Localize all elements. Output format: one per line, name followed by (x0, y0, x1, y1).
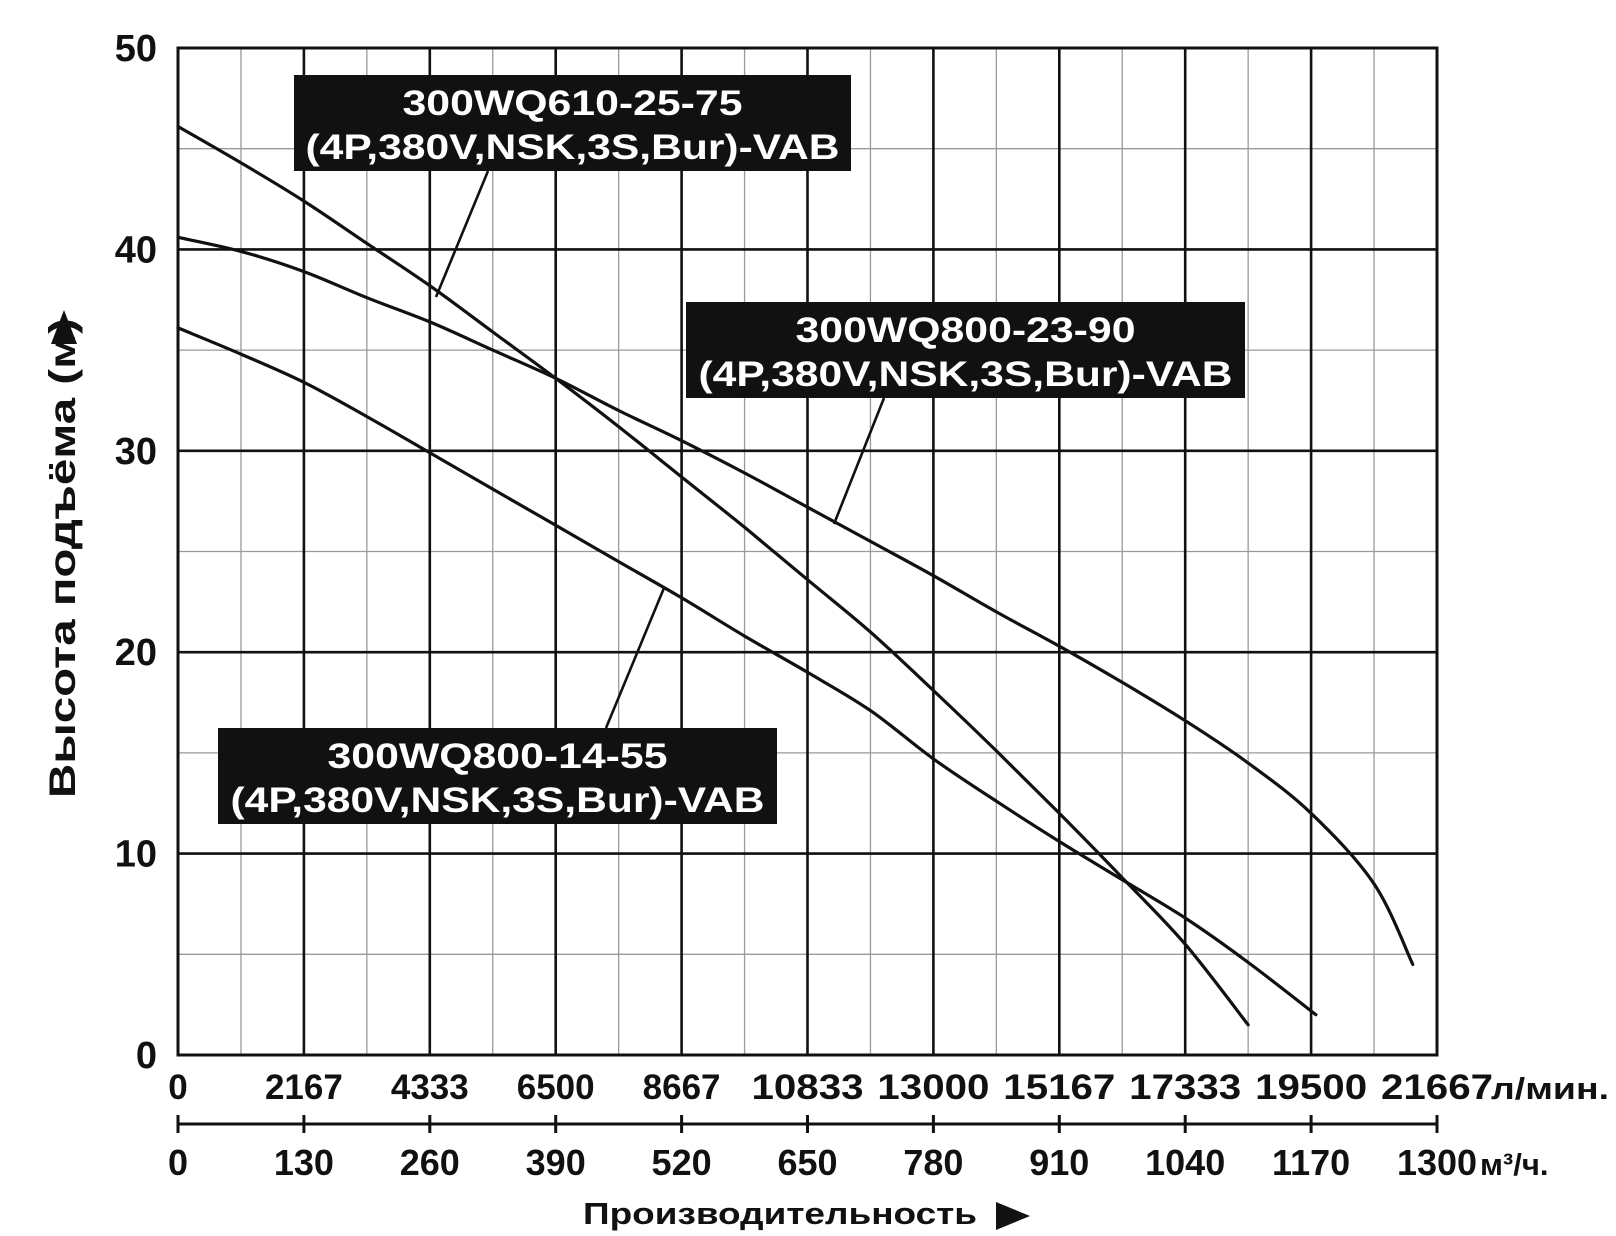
x-tick-label-m3h: 1170 (1272, 1142, 1350, 1183)
series-label-1: 300WQ610-25-75 (4P,380V,NSK,3S,Bur)-VAB (294, 75, 851, 171)
series-label-line2: (4P,380V,NSK,3S,Bur)-VAB (306, 128, 840, 167)
series-label-line2: (4P,380V,NSK,3S,Bur)-VAB (699, 355, 1233, 394)
series-label-box (686, 302, 1245, 398)
label-pointer-line (832, 397, 886, 525)
x-tick-label-m3h: 650 (777, 1142, 837, 1183)
x-tick-label-lmin: 10833 (752, 1068, 864, 1107)
major-grid (178, 48, 1437, 1055)
x-tick-label-lmin: 6500 (517, 1068, 595, 1107)
series-label-3: 300WQ800-14-55 (4P,380V,NSK,3S,Bur)-VAB (218, 728, 777, 824)
x-tick-label-m3h: 1040 (1145, 1142, 1225, 1183)
y-tick-label: 10 (115, 834, 157, 876)
y-tick-label: 50 (115, 28, 157, 70)
y-tick-label: 40 (115, 229, 157, 271)
series-label-line1: 300WQ610-25-75 (403, 84, 743, 123)
x-tick-label-m3h: 1300 (1397, 1142, 1477, 1183)
series-label-2: 300WQ800-23-90 (4P,380V,NSK,3S,Bur)-VAB (686, 302, 1245, 398)
series-line-3 (176, 326, 1318, 1017)
x-tick-label-lmin: 21667 (1381, 1068, 1493, 1107)
series-label-line1: 300WQ800-23-90 (796, 311, 1136, 350)
series-line-2 (176, 235, 1415, 966)
y-axis-ticks: 0 10 20 30 40 50 (115, 28, 157, 1077)
x-tick-label-m3h: 260 (400, 1142, 460, 1183)
x-tick-label-lmin: 8667 (643, 1068, 721, 1107)
secondary-x-axis (176, 1115, 1439, 1133)
x-tick-label-m3h: 910 (1029, 1142, 1089, 1183)
series-lines (176, 124, 1415, 1027)
x-tick-label-lmin: 13000 (877, 1068, 989, 1107)
x-tick-label-lmin: 17333 (1129, 1068, 1241, 1107)
x-tick-label-lmin: 4333 (391, 1068, 469, 1107)
series-label-box (294, 75, 851, 171)
series-label-line1: 300WQ800-14-55 (328, 737, 668, 776)
y-axis-arrow-icon (51, 310, 77, 344)
x-tick-label-lmin: 15167 (1003, 1068, 1115, 1107)
x-tick-label-m3h: 520 (652, 1142, 712, 1183)
series-label-line2: (4P,380V,NSK,3S,Bur)-VAB (231, 781, 765, 820)
label-pointer-line (434, 170, 490, 298)
y-axis-title: Высота подъёма (м) (42, 318, 83, 798)
x-tick-label-lmin: 0 (168, 1068, 187, 1107)
y-tick-label: 0 (136, 1035, 157, 1077)
y-tick-label: 30 (115, 431, 157, 473)
label-pointers (434, 170, 886, 729)
series-labels: 300WQ610-25-75 (4P,380V,NSK,3S,Bur)-VAB … (218, 75, 1245, 824)
x-unit-lmin: л/мин. (1491, 1071, 1609, 1106)
plot-frame (176, 46, 1439, 1057)
x-axis-ticks-m3h: 0 130 260 390 520 650 780 910 1040 1170 1300 (168, 1142, 1477, 1183)
x-tick-label-lmin: 2167 (265, 1068, 343, 1107)
y-tick-label: 20 (115, 632, 157, 674)
x-tick-label-m3h: 0 (168, 1142, 188, 1183)
x-axis-title: Производительность (583, 1196, 977, 1231)
label-pointer-line (604, 587, 666, 729)
x-tick-label-m3h: 780 (903, 1142, 963, 1183)
x-axis-arrow-icon (996, 1202, 1030, 1230)
x-axis-ticks-lmin: 0 2167 4333 6500 8667 10833 13000 15167 17333 195… (168, 1068, 1493, 1107)
x-tick-label-m3h: 130 (274, 1142, 334, 1183)
series-line-1 (176, 124, 1250, 1027)
series-label-box (218, 728, 777, 824)
x-unit-m3h: м³/ч. (1480, 1147, 1548, 1182)
x-tick-label-m3h: 390 (526, 1142, 586, 1183)
x-tick-label-lmin: 19500 (1255, 1068, 1367, 1107)
